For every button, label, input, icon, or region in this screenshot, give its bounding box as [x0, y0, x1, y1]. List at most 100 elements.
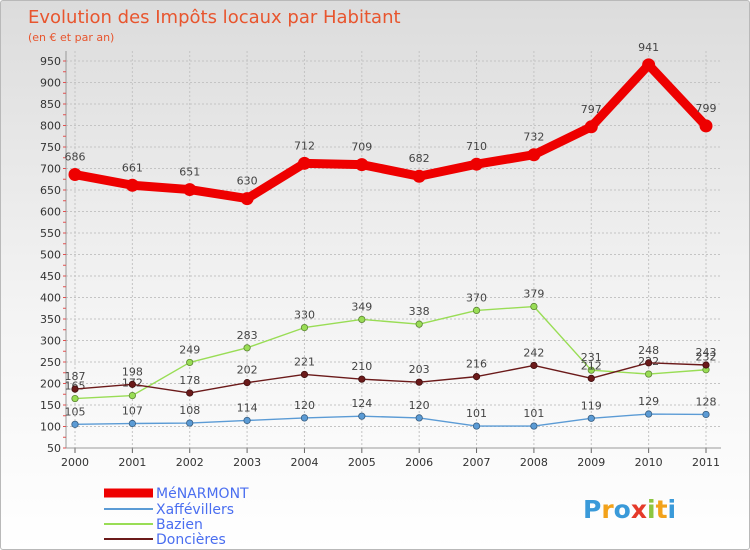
data-label: 108 [179, 404, 200, 417]
legend-label: Bazien [156, 517, 203, 533]
data-point [186, 358, 194, 367]
data-point [128, 380, 136, 388]
data-point [472, 422, 481, 430]
data-point [415, 414, 423, 422]
data-label: 212 [581, 359, 602, 372]
data-point [642, 58, 656, 72]
data-label: 178 [179, 374, 200, 387]
data-point [645, 359, 653, 367]
y-tick-label: 200 [40, 378, 61, 391]
data-label: 128 [696, 395, 717, 408]
data-point [71, 385, 79, 393]
y-tick-label: 850 [40, 98, 61, 111]
data-point [415, 320, 423, 328]
x-tick-label: 2004 [290, 456, 318, 469]
data-label: 379 [523, 288, 544, 301]
logo-letter: t [656, 495, 668, 524]
data-label: 630 [237, 175, 258, 188]
data-point [355, 158, 369, 172]
data-point [587, 414, 595, 422]
series-line [70, 60, 711, 204]
data-label: 330 [294, 309, 315, 322]
data-point [584, 120, 598, 134]
data-label: 370 [466, 291, 487, 304]
logo-letter: x [631, 495, 647, 524]
y-tick-label: 450 [40, 270, 61, 283]
legend-label: MéNARMONT [156, 486, 249, 502]
data-point [699, 119, 713, 133]
data-point [358, 315, 366, 324]
data-point [587, 374, 595, 382]
data-label: 243 [696, 346, 717, 359]
data-label: 732 [523, 131, 544, 144]
x-tick-label: 2008 [520, 456, 548, 469]
legend-label: Xaffévillers [156, 502, 234, 518]
data-point [645, 410, 653, 418]
y-tick-label: 250 [40, 356, 61, 369]
data-point [530, 361, 538, 370]
data-label: 709 [351, 141, 372, 154]
y-tick-label: 900 [40, 77, 61, 90]
data-point [71, 394, 79, 403]
chart-subtitle: (en € et par an) [28, 31, 114, 44]
data-point [128, 419, 136, 428]
data-point [300, 370, 309, 379]
data-label: 242 [523, 346, 544, 359]
series-xaff-villers: 105 107 108 114 120 124 120 101 101 119 129 128 [65, 395, 717, 430]
data-label: 283 [237, 329, 258, 342]
data-point [243, 379, 251, 387]
data-label: 202 [237, 364, 258, 377]
logo-letter: i [647, 495, 656, 524]
data-point [68, 168, 82, 182]
logo-letter: o [614, 495, 631, 524]
data-point [243, 416, 251, 425]
data-point [128, 391, 136, 400]
data-label: 712 [294, 139, 315, 152]
data-point [530, 302, 538, 311]
data-label: 105 [65, 405, 86, 418]
data-point [472, 306, 481, 314]
series-line [74, 413, 707, 427]
data-point [358, 412, 366, 420]
data-point [358, 375, 366, 383]
series-line [74, 362, 707, 394]
x-tick-label: 2006 [405, 456, 433, 469]
data-point [297, 156, 311, 170]
data-label: 661 [122, 161, 143, 174]
data-point [186, 389, 194, 397]
series-layer: 1051071081141201241201011011191291281651… [65, 41, 717, 430]
x-tick-label: 2007 [463, 456, 491, 469]
data-point [183, 183, 197, 197]
data-label: 198 [122, 365, 143, 378]
logo-letter: P [583, 495, 601, 524]
data-label: 710 [466, 140, 487, 153]
legend-label: Doncières [156, 532, 226, 548]
data-point [470, 157, 484, 171]
y-tick-label: 50 [47, 442, 61, 455]
data-label: 248 [638, 344, 659, 357]
data-point [71, 420, 79, 428]
data-point [412, 169, 426, 183]
series-m-narmont: 686 661 651 630 712 709 682 710 732 797 941 799 [65, 41, 717, 206]
data-point [702, 361, 710, 369]
logo-letter: r [601, 495, 614, 524]
y-tick-label: 750 [40, 141, 61, 154]
y-tick-label: 300 [40, 335, 61, 348]
data-label: 682 [409, 152, 430, 165]
y-tick-label: 150 [40, 399, 61, 412]
data-point [415, 378, 423, 386]
data-label: 120 [409, 399, 430, 412]
y-tick-label: 950 [40, 55, 61, 68]
y-tick-label: 800 [40, 120, 61, 133]
y-tick-label: 100 [40, 421, 61, 434]
data-label: 187 [65, 370, 86, 383]
data-label: 338 [409, 305, 430, 318]
data-point [186, 419, 194, 427]
data-label: 686 [65, 151, 86, 164]
x-tick-label: 2011 [692, 456, 720, 469]
y-tick-label: 600 [40, 206, 61, 219]
data-label: 249 [179, 343, 200, 356]
